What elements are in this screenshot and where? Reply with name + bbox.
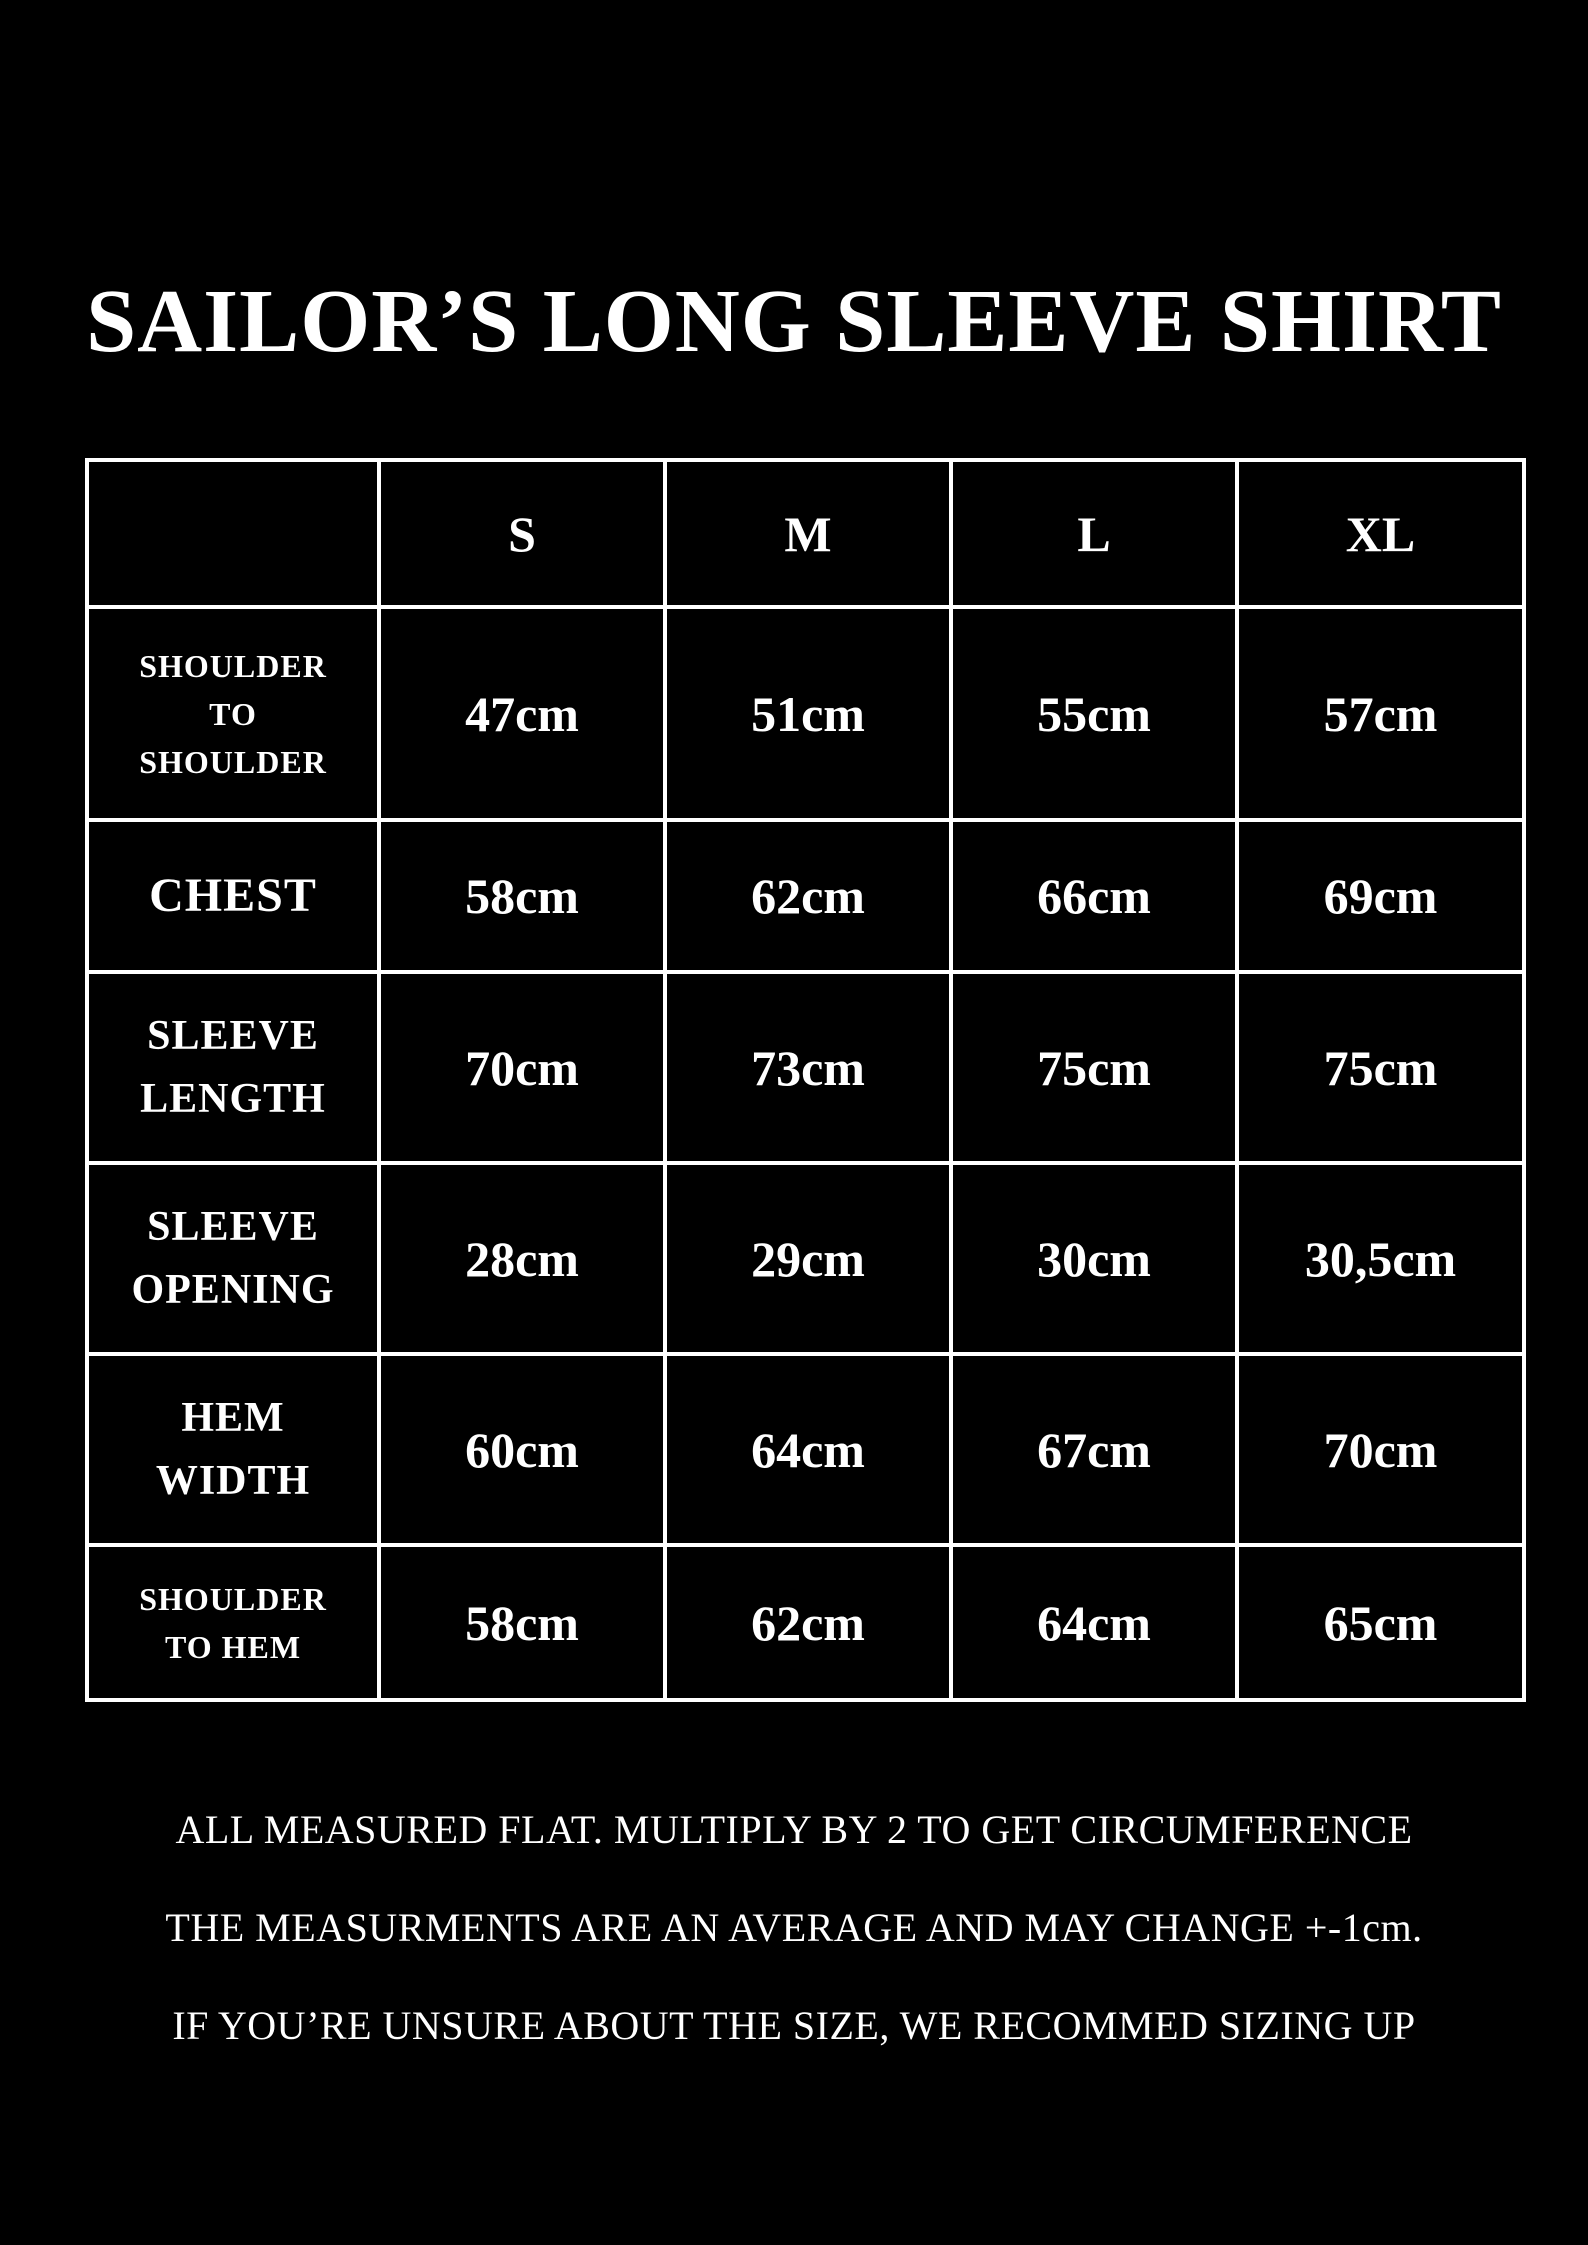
table-row-shoulder-to-hem: SHOULDER TO HEM 58cm 62cm 64cm 65cm (85, 1543, 1526, 1702)
size-value: 64cm (949, 1543, 1239, 1702)
size-value: 30,5cm (1235, 1161, 1526, 1356)
size-value: 66cm (949, 818, 1239, 974)
size-value: 58cm (377, 1543, 667, 1702)
table-row-sleeve-opening: SLEEVE OPENING 28cm 29cm 30cm 30,5cm (85, 1161, 1526, 1356)
column-header-l: L (949, 458, 1239, 609)
table-row-sleeve-length: SLEEVE LENGTH 70cm 73cm 75cm 75cm (85, 970, 1526, 1165)
size-value: 75cm (1235, 970, 1526, 1165)
row-label-line: SHOULDER (139, 647, 327, 684)
note-sizing-up: IF YOU’RE UNSURE ABOUT THE SIZE, WE RECO… (172, 2003, 1416, 2048)
column-header-m: M (663, 458, 953, 609)
size-value: 28cm (377, 1161, 667, 1356)
row-label-line: TO HEM (164, 1628, 302, 1665)
row-label-line: OPENING (131, 1266, 335, 1313)
size-value: 57cm (1235, 605, 1526, 822)
table-row-chest: CHEST 58cm 62cm 66cm 69cm (85, 818, 1526, 974)
table-row-hem-width: HEM WIDTH 60cm 64cm 67cm 70cm (85, 1352, 1526, 1547)
size-value: 70cm (1235, 1352, 1526, 1547)
table-row-shoulder-to-shoulder: SHOULDER TO SHOULDER 47cm 51cm 55cm 57cm (85, 605, 1526, 822)
column-header-xl: XL (1235, 458, 1526, 609)
row-label-hem-width: HEM WIDTH (85, 1352, 381, 1547)
size-value: 58cm (377, 818, 667, 974)
row-label-line: HEM (181, 1394, 285, 1441)
corner-cell (85, 458, 381, 609)
row-label-line: SHOULDER (139, 743, 327, 780)
size-value: 65cm (1235, 1543, 1526, 1702)
row-label-shoulder-to-shoulder: SHOULDER TO SHOULDER (85, 605, 381, 822)
row-label-line: WIDTH (155, 1457, 311, 1504)
size-value: 70cm (377, 970, 667, 1165)
size-value: 29cm (663, 1161, 953, 1356)
size-value: 60cm (377, 1352, 667, 1547)
note-measured-flat: ALL MEASURED FLAT. MULTIPLY BY 2 TO GET … (175, 1807, 1413, 1852)
row-label-sleeve-length: SLEEVE LENGTH (85, 970, 381, 1165)
size-value: 69cm (1235, 818, 1526, 974)
size-value: 55cm (949, 605, 1239, 822)
row-label-line: SLEEVE (147, 1203, 319, 1250)
row-label-line: TO (209, 695, 257, 732)
size-value: 51cm (663, 605, 953, 822)
row-label-line: CHEST (149, 869, 317, 922)
note-measurement-tolerance: THE MEASURMENTS ARE AN AVERAGE AND MAY C… (165, 1905, 1423, 1950)
row-label-line: SHOULDER (139, 1580, 327, 1617)
size-value: 47cm (377, 605, 667, 822)
footer-notes: ALL MEASURED FLAT. MULTIPLY BY 2 TO GET … (0, 1810, 1588, 2104)
row-label-line: SLEEVE (147, 1012, 319, 1059)
size-value: 62cm (663, 1543, 953, 1702)
size-value: 73cm (663, 970, 953, 1165)
row-label-shoulder-to-hem: SHOULDER TO HEM (85, 1543, 381, 1702)
row-label-chest: CHEST (85, 818, 381, 974)
row-label-sleeve-opening: SLEEVE OPENING (85, 1161, 381, 1356)
size-value: 62cm (663, 818, 953, 974)
size-chart-table: S M L XL SHOULDER TO SHOULDER 47cm 51cm … (85, 458, 1526, 1702)
table-header-row: S M L XL (85, 458, 1526, 609)
size-value: 75cm (949, 970, 1239, 1165)
column-header-s: S (377, 458, 667, 609)
page-title: SAILOR’S LONG SLEEVE SHIRT (86, 272, 1502, 371)
size-value: 30cm (949, 1161, 1239, 1356)
row-label-line: LENGTH (140, 1075, 326, 1122)
size-value: 64cm (663, 1352, 953, 1547)
size-value: 67cm (949, 1352, 1239, 1547)
